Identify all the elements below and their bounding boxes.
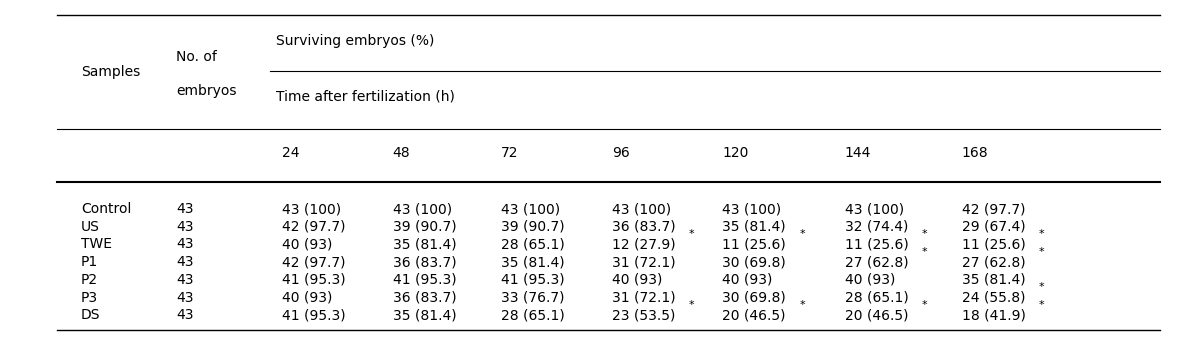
Text: 43: 43 <box>176 237 194 252</box>
Text: *: * <box>1039 282 1045 292</box>
Text: 36 (83.7): 36 (83.7) <box>393 255 456 269</box>
Text: 32 (74.4): 32 (74.4) <box>845 220 908 234</box>
Text: 27 (62.8): 27 (62.8) <box>962 255 1025 269</box>
Text: 43: 43 <box>176 273 194 287</box>
Text: 41 (95.3): 41 (95.3) <box>393 273 456 287</box>
Text: 43 (100): 43 (100) <box>722 202 782 216</box>
Text: 28 (65.1): 28 (65.1) <box>845 290 909 305</box>
Text: 12 (27.9): 12 (27.9) <box>612 237 675 252</box>
Text: 35 (81.4): 35 (81.4) <box>722 220 785 234</box>
Text: 43: 43 <box>176 220 194 234</box>
Text: embryos: embryos <box>176 84 237 98</box>
Text: 40 (93): 40 (93) <box>282 290 332 305</box>
Text: 41 (95.3): 41 (95.3) <box>501 273 564 287</box>
Text: *: * <box>800 300 806 310</box>
Text: TWE: TWE <box>81 237 112 252</box>
Text: *: * <box>1039 247 1045 257</box>
Text: Surviving embryos (%): Surviving embryos (%) <box>276 34 434 48</box>
Text: 43 (100): 43 (100) <box>282 202 342 216</box>
Text: *: * <box>922 247 928 257</box>
Text: 18 (41.9): 18 (41.9) <box>962 308 1026 322</box>
Text: *: * <box>800 229 806 239</box>
Text: 24 (55.8): 24 (55.8) <box>962 290 1025 305</box>
Text: 43: 43 <box>176 202 194 216</box>
Text: 40 (93): 40 (93) <box>612 273 662 287</box>
Text: *: * <box>1039 229 1045 239</box>
Text: 30 (69.8): 30 (69.8) <box>722 255 787 269</box>
Text: DS: DS <box>81 308 100 322</box>
Text: *: * <box>689 300 695 310</box>
Text: Control: Control <box>81 202 131 216</box>
Text: 35 (81.4): 35 (81.4) <box>393 237 456 252</box>
Text: 41 (95.3): 41 (95.3) <box>282 308 345 322</box>
Text: *: * <box>922 229 928 239</box>
Text: 48: 48 <box>393 146 411 160</box>
Text: 29 (67.4): 29 (67.4) <box>962 220 1025 234</box>
Text: 35 (81.4): 35 (81.4) <box>501 255 564 269</box>
Text: 33 (76.7): 33 (76.7) <box>501 290 564 305</box>
Text: P1: P1 <box>81 255 98 269</box>
Text: 39 (90.7): 39 (90.7) <box>501 220 564 234</box>
Text: 43: 43 <box>176 290 194 305</box>
Text: Time after fertilization (h): Time after fertilization (h) <box>276 90 455 104</box>
Text: 31 (72.1): 31 (72.1) <box>612 290 675 305</box>
Text: 40 (93): 40 (93) <box>282 237 332 252</box>
Text: 42 (97.7): 42 (97.7) <box>282 255 345 269</box>
Text: 72: 72 <box>501 146 519 160</box>
Text: 42 (97.7): 42 (97.7) <box>962 202 1025 216</box>
Text: 20 (46.5): 20 (46.5) <box>845 308 908 322</box>
Text: P3: P3 <box>81 290 98 305</box>
Text: 43 (100): 43 (100) <box>501 202 560 216</box>
Text: 43: 43 <box>176 308 194 322</box>
Text: 168: 168 <box>962 146 988 160</box>
Text: 40 (93): 40 (93) <box>845 273 895 287</box>
Text: 144: 144 <box>845 146 871 160</box>
Text: US: US <box>81 220 100 234</box>
Text: 43: 43 <box>176 255 194 269</box>
Text: 41 (95.3): 41 (95.3) <box>282 273 345 287</box>
Text: P2: P2 <box>81 273 98 287</box>
Text: 40 (93): 40 (93) <box>722 273 772 287</box>
Text: 30 (69.8): 30 (69.8) <box>722 290 787 305</box>
Text: Samples: Samples <box>81 65 140 79</box>
Text: 20 (46.5): 20 (46.5) <box>722 308 785 322</box>
Text: 35 (81.4): 35 (81.4) <box>962 273 1025 287</box>
Text: 11 (25.6): 11 (25.6) <box>962 237 1026 252</box>
Text: 36 (83.7): 36 (83.7) <box>612 220 675 234</box>
Text: 28 (65.1): 28 (65.1) <box>501 237 565 252</box>
Text: 120: 120 <box>722 146 749 160</box>
Text: *: * <box>922 300 928 310</box>
Text: 31 (72.1): 31 (72.1) <box>612 255 675 269</box>
Text: 28 (65.1): 28 (65.1) <box>501 308 565 322</box>
Text: 43 (100): 43 (100) <box>393 202 452 216</box>
Text: 96: 96 <box>612 146 630 160</box>
Text: 23 (53.5): 23 (53.5) <box>612 308 675 322</box>
Text: No. of: No. of <box>176 50 217 64</box>
Text: 11 (25.6): 11 (25.6) <box>722 237 787 252</box>
Text: 35 (81.4): 35 (81.4) <box>393 308 456 322</box>
Text: *: * <box>1039 300 1045 310</box>
Text: 43 (100): 43 (100) <box>612 202 671 216</box>
Text: 43 (100): 43 (100) <box>845 202 904 216</box>
Text: *: * <box>689 229 695 239</box>
Text: 24: 24 <box>282 146 300 160</box>
Text: 11 (25.6): 11 (25.6) <box>845 237 909 252</box>
Text: 42 (97.7): 42 (97.7) <box>282 220 345 234</box>
Text: 36 (83.7): 36 (83.7) <box>393 290 456 305</box>
Text: 39 (90.7): 39 (90.7) <box>393 220 456 234</box>
Text: 27 (62.8): 27 (62.8) <box>845 255 908 269</box>
